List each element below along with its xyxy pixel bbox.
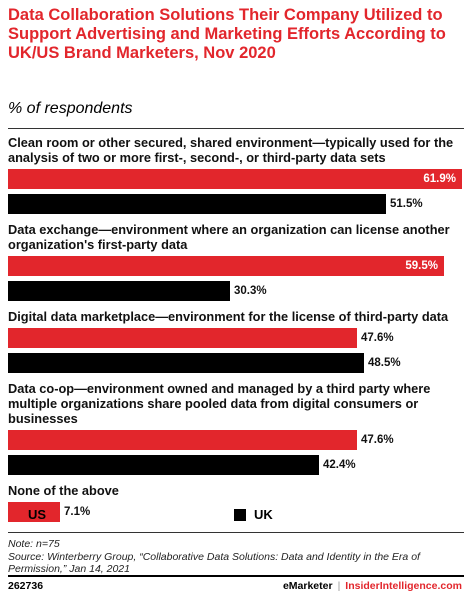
bar-us bbox=[8, 256, 444, 276]
chart-id: 262736 bbox=[8, 580, 44, 592]
data-label-us: 59.5% bbox=[405, 260, 438, 272]
legend-item-uk: UK bbox=[234, 507, 273, 522]
chart-subtitle: % of respondents bbox=[8, 100, 133, 117]
legend-swatch-us bbox=[8, 508, 20, 521]
footer-brand: eMarketer | InsiderIntelligence.com bbox=[283, 580, 462, 592]
data-label-uk: 30.3% bbox=[234, 285, 267, 297]
data-label-us: 7.1% bbox=[64, 506, 91, 518]
category-label: Digital data marketplace—environment for… bbox=[8, 309, 449, 324]
legend-item-us: US bbox=[8, 507, 46, 522]
category-label: Data exchange—environment where an organ… bbox=[8, 222, 450, 252]
data-label-us: 47.6% bbox=[361, 332, 394, 344]
legend-label-uk: UK bbox=[254, 507, 273, 522]
chart-notes: Note: n=75 Source: Winterberry Group, “C… bbox=[8, 538, 458, 576]
top-divider bbox=[8, 128, 464, 129]
brand-emarketer: eMarketer bbox=[282, 580, 333, 592]
source-text: Source: Winterberry Group, “Collaborativ… bbox=[8, 550, 420, 576]
data-label-us: 61.9% bbox=[423, 173, 456, 185]
bottom-divider bbox=[8, 532, 464, 533]
note-text: Note: n=75 bbox=[8, 538, 60, 550]
legend-label-us: US bbox=[28, 507, 47, 522]
bar-uk bbox=[8, 353, 364, 373]
brand-insiderintelligence: InsiderIntelligence.com bbox=[345, 580, 462, 592]
bar-uk bbox=[8, 194, 386, 214]
brand-separator: | bbox=[337, 580, 341, 592]
footer-divider bbox=[8, 575, 464, 577]
bar-us bbox=[8, 430, 357, 450]
legend-swatch-uk bbox=[234, 508, 246, 521]
bar-us bbox=[8, 502, 60, 522]
bar-us bbox=[8, 328, 357, 348]
bar-us bbox=[8, 169, 462, 189]
data-label-uk: 48.5% bbox=[368, 357, 401, 369]
category-label: Data co-op—environment owned and managed… bbox=[8, 381, 431, 426]
bar-uk bbox=[8, 281, 230, 301]
data-label-uk: 51.5% bbox=[390, 198, 423, 210]
data-label-uk: 42.4% bbox=[323, 459, 356, 471]
category-label: Clean room or other secured, shared envi… bbox=[8, 135, 454, 165]
chart-title: Data Collaboration Solutions Their Compa… bbox=[8, 6, 446, 62]
data-label-us: 47.6% bbox=[361, 434, 394, 446]
bar-uk bbox=[8, 455, 319, 475]
category-label: None of the above bbox=[8, 483, 119, 498]
